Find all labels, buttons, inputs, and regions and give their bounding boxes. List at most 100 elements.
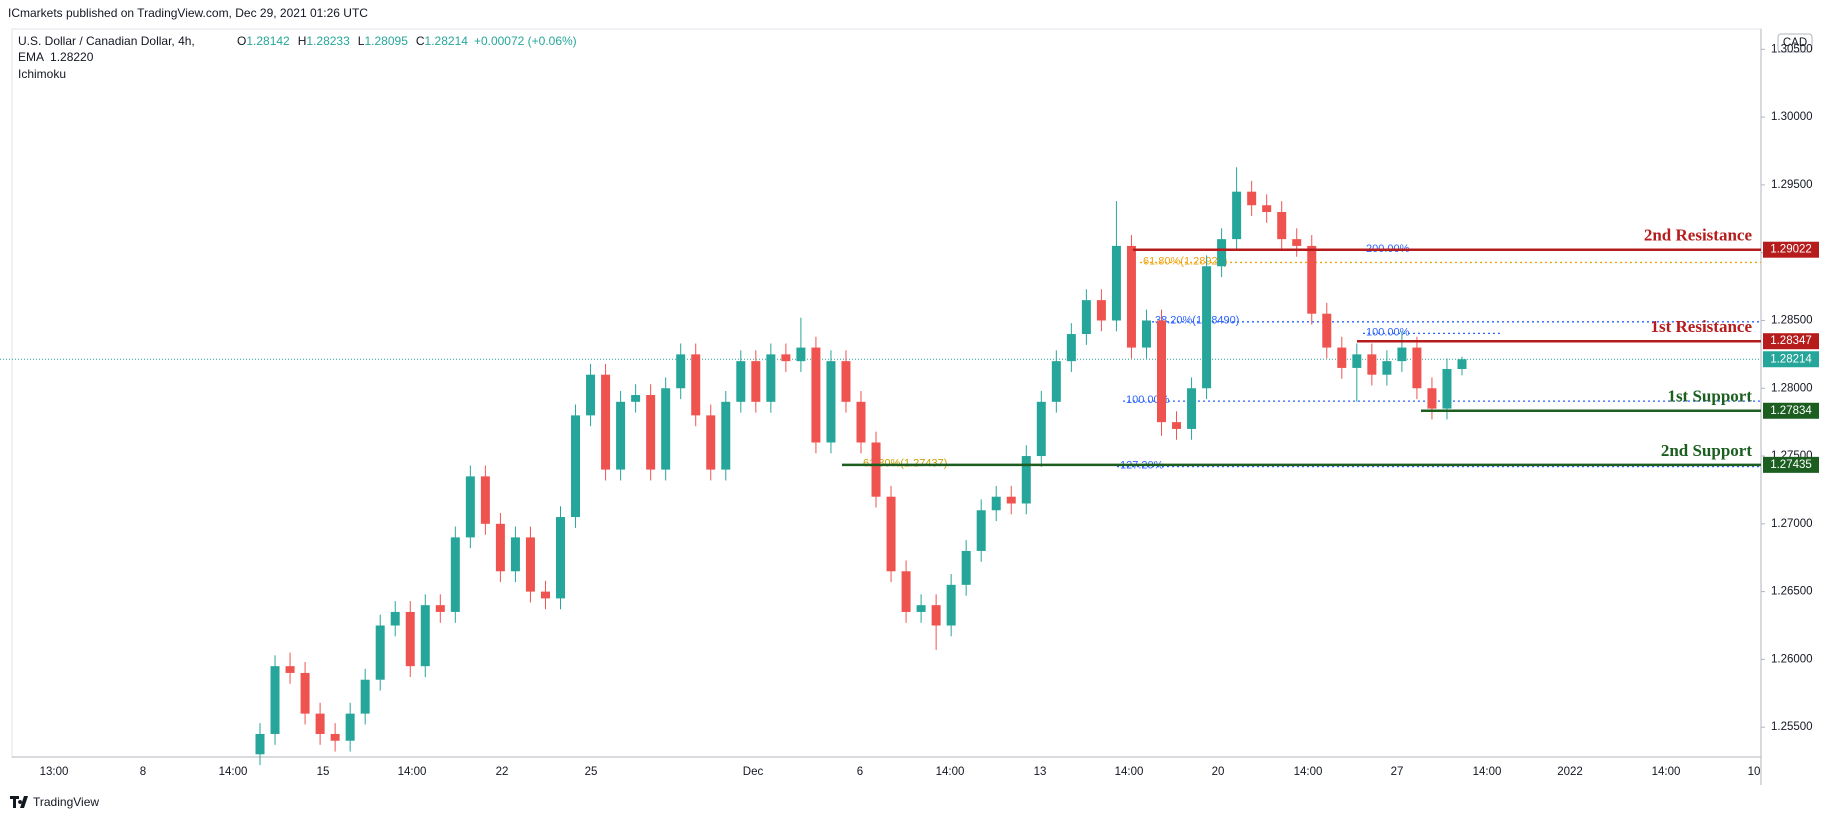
candle-body <box>661 388 671 470</box>
candle-body <box>916 605 926 612</box>
candle-body <box>796 347 806 362</box>
candle-body <box>901 571 911 612</box>
y-tick-label: 1.30500 <box>1771 43 1813 55</box>
candle-body <box>871 442 881 497</box>
candle-body <box>435 605 445 612</box>
y-tick-label: 1.28500 <box>1771 315 1813 327</box>
x-tick-label: 2022 <box>1557 766 1583 778</box>
ohlc-change: +0.00072 (+0.06%) <box>474 34 577 48</box>
candle-body <box>1187 388 1197 429</box>
candle-body <box>886 496 896 572</box>
ohlc-value: 1.28214 <box>425 34 469 48</box>
candle-body <box>1427 388 1437 409</box>
y-tick-label: 1.25500 <box>1771 721 1813 733</box>
candle-body <box>1247 191 1257 206</box>
candle-body <box>1337 347 1347 368</box>
x-tick-label: 10 <box>1748 766 1761 778</box>
candle-body <box>360 679 370 714</box>
level-name: 2nd Support <box>1661 441 1753 460</box>
indicator-name: EMA <box>18 50 44 64</box>
candle-body <box>676 354 686 389</box>
ohlc-value: 1.28142 <box>246 34 290 48</box>
candle-body <box>706 415 716 470</box>
x-tick-label: 8 <box>140 766 146 778</box>
candle-body <box>616 401 626 470</box>
candle-body <box>1292 239 1302 246</box>
y-tick-label: 1.29500 <box>1771 179 1813 191</box>
candle-body <box>826 361 836 443</box>
candle-body <box>1066 334 1076 362</box>
candle-body <box>1412 347 1422 389</box>
candle-body <box>375 625 385 680</box>
x-tick-label: Dec <box>743 766 764 778</box>
candle-body <box>646 395 656 470</box>
candle-body <box>691 354 701 416</box>
indicator-value: 1.28220 <box>50 50 94 64</box>
level-name: 2nd Resistance <box>1644 226 1753 245</box>
candle-body <box>1217 239 1227 267</box>
level-name: 1st Support <box>1667 387 1752 406</box>
candle-body <box>931 605 941 626</box>
candle-body <box>1036 401 1046 457</box>
price-tag <box>1763 333 1819 350</box>
candle-body <box>1172 422 1182 429</box>
ohlc-prefix: L <box>358 34 365 48</box>
candle-body <box>420 605 430 667</box>
x-tick-label: 13 <box>1034 766 1047 778</box>
candle-body <box>766 354 776 402</box>
candle-body <box>1081 300 1091 335</box>
candle-body <box>1096 300 1106 321</box>
candle-body <box>315 713 325 734</box>
candle-body <box>1006 496 1016 504</box>
y-tick-label: 1.30000 <box>1771 111 1813 123</box>
candle-body <box>480 476 490 524</box>
indicator-ichimoku: Ichimoku <box>18 67 66 81</box>
brand: TradingView <box>33 795 99 809</box>
price-tag <box>1763 402 1819 419</box>
x-tick-label: 14:00 <box>936 766 965 778</box>
candle-body <box>255 733 265 755</box>
candle-body <box>390 611 400 626</box>
candle-body <box>540 591 550 599</box>
candle-body <box>285 666 295 673</box>
price-tag-label: 1.29022 <box>1770 244 1812 256</box>
x-tick-label: 22 <box>496 766 509 778</box>
ohlc-prefix: H <box>298 34 307 48</box>
candle-body <box>601 374 611 470</box>
fib-label: 61.80%(1.27437) <box>863 457 947 469</box>
ohlc-value: 1.28233 <box>306 34 350 48</box>
price-tag-label: 1.28347 <box>1770 335 1812 347</box>
level-name: 1st Resistance <box>1650 317 1752 336</box>
fib-label: 38.20%(1.28490) <box>1155 315 1239 327</box>
candle-body <box>631 395 641 402</box>
x-tick-label: 20 <box>1212 766 1225 778</box>
fib-label: 100.00% <box>1366 326 1410 338</box>
indicator-ema: EMA 1.28220 <box>18 50 94 64</box>
x-tick-label: 6 <box>857 766 863 778</box>
candle-body <box>751 361 761 402</box>
currency-box <box>1777 33 1813 53</box>
x-tick-label: 14:00 <box>1652 766 1681 778</box>
candle-body <box>1442 369 1452 409</box>
x-tick-label: 14:00 <box>398 766 427 778</box>
x-tick-label: 25 <box>585 766 598 778</box>
ohlc-legend: O1.28142 H1.28233 L1.28095 C1.28214 +0.00072… <box>237 34 577 48</box>
price-tag-label: 1.28214 <box>1770 353 1812 365</box>
price-tag-label: 1.27834 <box>1770 405 1812 417</box>
candle-body <box>1322 313 1332 348</box>
tv-logo <box>10 796 28 808</box>
candle-body <box>1397 347 1407 362</box>
candle-body <box>1111 245 1121 321</box>
candle-body <box>450 537 460 612</box>
candle-body <box>721 401 731 470</box>
candle-body <box>1457 359 1467 370</box>
candle-body <box>300 672 310 714</box>
x-tick-label: 15 <box>317 766 330 778</box>
candle-body <box>556 517 565 599</box>
candle-body <box>991 496 1001 511</box>
y-tick-label: 1.28000 <box>1771 382 1813 394</box>
candle-body <box>736 361 746 402</box>
price-tag <box>1763 241 1819 258</box>
candle-body <box>525 537 535 592</box>
